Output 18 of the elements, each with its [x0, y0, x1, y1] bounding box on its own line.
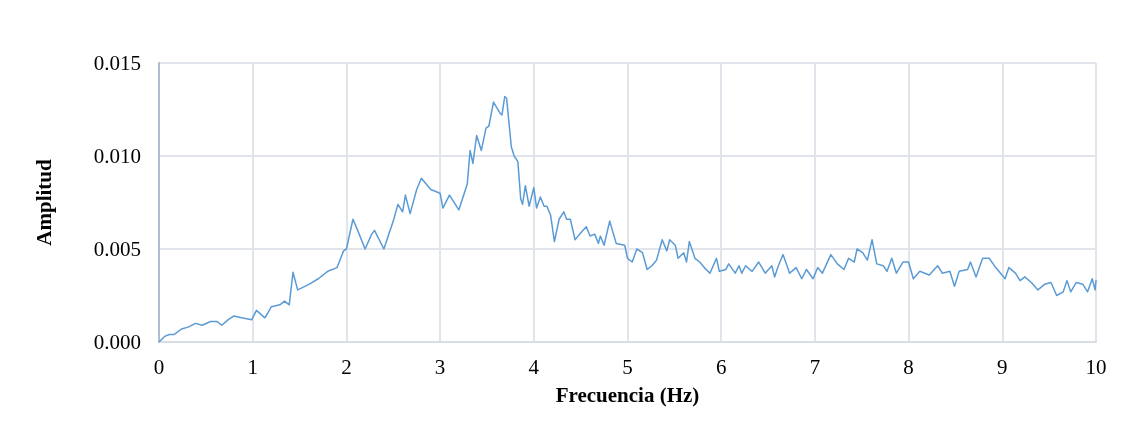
x-tick-label: 2 — [341, 354, 352, 379]
x-axis-title: Frecuencia (Hz) — [555, 382, 700, 407]
x-tick-label: 6 — [715, 354, 727, 379]
x-tick-label: 7 — [809, 354, 821, 379]
x-tick-label: 8 — [903, 354, 914, 379]
x-tick-label: 5 — [622, 354, 633, 379]
x-tick-label: 3 — [434, 354, 446, 379]
y-tick-label: 0.005 — [93, 237, 141, 261]
line-series — [158, 95, 1097, 343]
y-axis-title: Amplitud — [31, 159, 56, 246]
x-tick-label: 0 — [153, 354, 165, 379]
x-tick-label: 10 — [1085, 354, 1107, 379]
x-tick-label: 4 — [528, 354, 540, 379]
y-tick-label: 0.000 — [93, 330, 141, 354]
y-tick-label: 0.010 — [93, 144, 141, 168]
x-tick-label: 1 — [247, 354, 258, 379]
y-tick-label: 0.015 — [93, 51, 141, 75]
x-tick-label: 9 — [997, 354, 1008, 379]
